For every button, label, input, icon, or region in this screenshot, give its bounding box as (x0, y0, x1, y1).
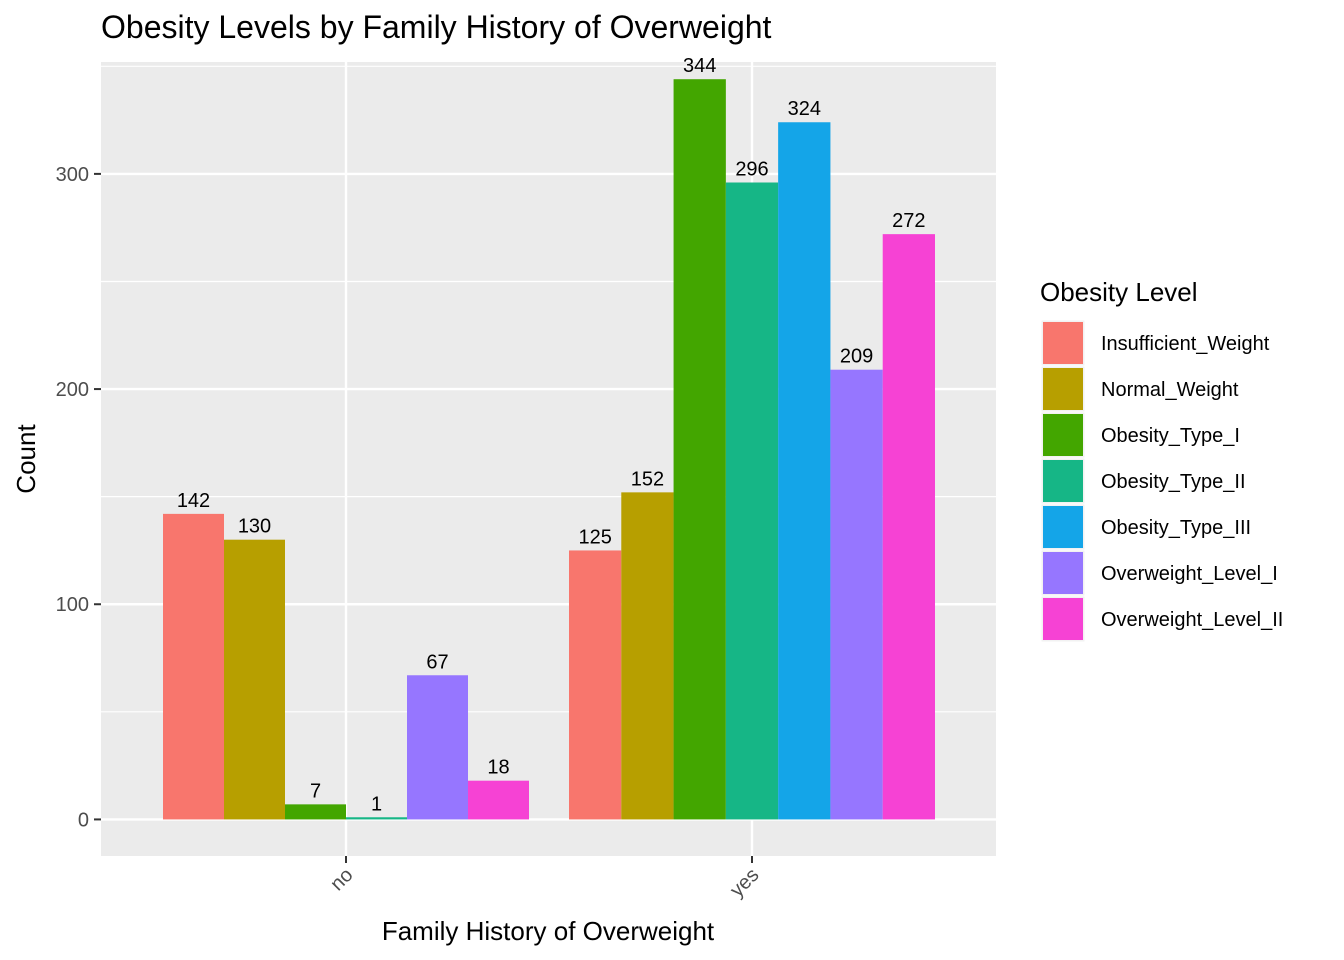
bar (673, 79, 726, 820)
legend-label: Insufficient_Weight (1101, 333, 1270, 355)
y-axis: 0 100 200 300 (56, 164, 101, 831)
legend-title: Obesity Level (1040, 277, 1198, 307)
bar-value-label: 209 (840, 346, 873, 368)
legend-key (1043, 506, 1083, 548)
plot-panel: 142 130 7 1 67 18 125 152 344 296 324 209 272 (101, 55, 996, 856)
legend-key (1043, 598, 1083, 640)
legend-key (1043, 368, 1083, 410)
bar (569, 550, 622, 820)
legend-label: Normal_Weight (1101, 379, 1239, 401)
bar-value-label: 296 (735, 158, 768, 180)
bar (830, 369, 883, 820)
bar-value-label: 18 (487, 757, 509, 779)
bar-value-label: 272 (892, 210, 925, 232)
legend-label: Obesity_Type_III (1101, 517, 1251, 539)
legend-label: Overweight_Level_I (1101, 563, 1278, 585)
bar (778, 122, 831, 820)
bar-value-label: 152 (631, 468, 664, 490)
legend-items: Insufficient_Weight Normal_Weight Obesity_… (1040, 319, 1283, 643)
bar-value-label: 324 (788, 98, 821, 120)
bar-value-label: 67 (426, 651, 448, 673)
bar (621, 492, 674, 820)
x-axis-title: Family History of Overweight (382, 916, 715, 946)
bar (882, 234, 935, 820)
y-tick-label: 0 (78, 809, 89, 831)
bar (725, 182, 779, 820)
y-tick-label: 200 (56, 379, 89, 401)
bar-value-label: 344 (683, 55, 716, 77)
x-tick-label: yes (726, 864, 764, 902)
bar (346, 817, 407, 820)
legend-key (1043, 322, 1083, 364)
legend-label: Obesity_Type_I (1101, 425, 1240, 447)
x-tick-label: no (326, 864, 357, 895)
legend-label: Overweight_Level_II (1101, 609, 1283, 631)
bar (468, 780, 529, 820)
y-axis-title: Count (11, 424, 41, 494)
legend-key (1043, 460, 1083, 502)
legend: Obesity Level Insufficient_Weight Normal_… (1040, 277, 1283, 643)
bar-value-label: 130 (238, 516, 271, 538)
bar-labels: 142 130 7 1 67 18 125 152 344 296 324 209 272 (177, 55, 926, 815)
bar (163, 513, 224, 820)
x-axis: no yes (326, 856, 764, 902)
legend-key (1043, 414, 1083, 456)
bar-value-label: 1 (371, 793, 382, 815)
bar-value-label: 142 (177, 490, 210, 512)
bar-value-label: 7 (310, 780, 321, 802)
bars (163, 79, 935, 820)
bar (224, 539, 285, 820)
y-tick-label: 100 (56, 594, 89, 616)
legend-label: Obesity_Type_II (1101, 471, 1246, 493)
chart-title: Obesity Levels by Family History of Over… (101, 9, 772, 45)
y-tick-label: 300 (56, 164, 89, 186)
bar (285, 804, 346, 820)
legend-key (1043, 552, 1083, 594)
bar (407, 675, 468, 820)
bar-value-label: 125 (578, 526, 611, 548)
